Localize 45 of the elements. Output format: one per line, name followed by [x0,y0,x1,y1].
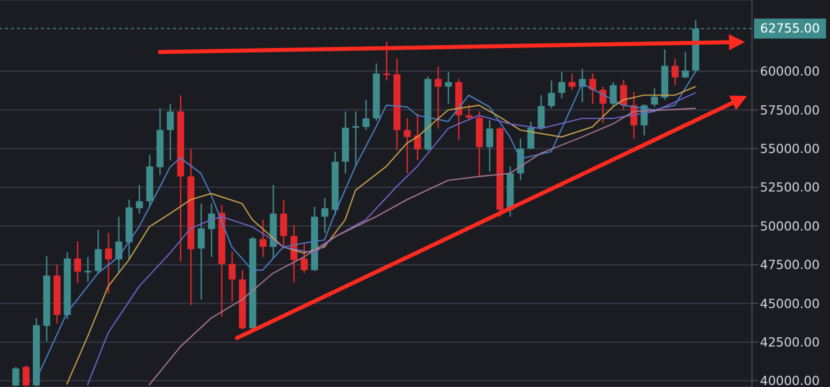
y-tick-label: 52500.00 [760,180,820,195]
candlestick [672,58,679,86]
y-tick-label: 57500.00 [760,102,820,118]
candlestick [105,232,112,294]
candlestick [527,120,534,150]
candlestick [434,66,442,130]
candlestick [208,202,216,258]
candlestick [682,51,689,79]
candlestick [136,184,143,214]
candlestick [383,41,390,82]
candlestick [486,119,494,172]
candlestick [22,364,30,387]
y-tick-label: 60000.00 [760,64,820,79]
candlestick [568,72,576,90]
candlestick [352,110,360,168]
candlestick [198,202,205,300]
candlestick [538,94,545,131]
candlestick [228,250,236,303]
candlestick [620,79,628,111]
y-tick-label: 50000.00 [760,218,820,234]
candlestick [74,240,82,284]
candlestick [650,88,658,108]
candlestick [548,80,555,110]
candlestick [300,243,308,274]
ref-line-label: 62755.00 [760,20,820,36]
candlestick [610,81,617,108]
candlestick [260,219,267,258]
candlestick [12,366,20,387]
candlestick [280,199,288,250]
candlestick [444,71,452,104]
y-tick-label: 42500.00 [760,334,820,350]
candlestick [558,71,566,99]
candlestick [589,72,596,104]
candlestick [404,118,411,174]
y-tick-label: 40000.00 [760,373,820,387]
candlestick [321,197,328,234]
candlestick [166,103,174,161]
candlestick [84,256,92,282]
candlestick [115,216,122,274]
y-tick-label: 45000.00 [760,296,820,311]
candlestick [414,113,422,161]
candlestick [94,229,102,275]
candlestick [362,99,370,131]
y-tick-label: 47500.00 [760,257,820,272]
y-tick-label: 55000.00 [760,141,820,156]
